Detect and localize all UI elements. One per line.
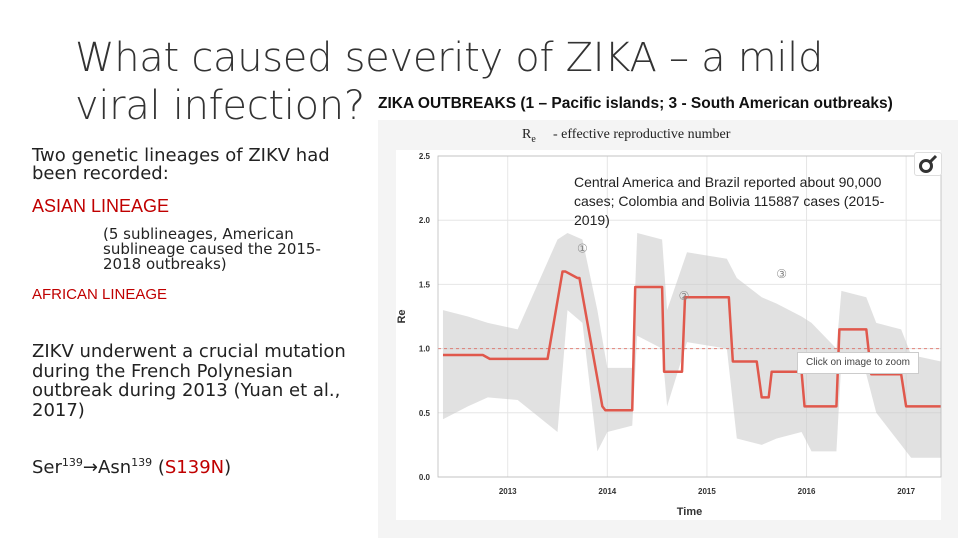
re-series-line bbox=[442, 270, 941, 412]
y-tick-label: 1.0 bbox=[419, 345, 431, 354]
y-tick-label: 2.5 bbox=[419, 152, 431, 161]
x-tick-label: 2017 bbox=[897, 487, 915, 496]
x-tick-label: 2015 bbox=[698, 487, 716, 496]
x-tick-label: 2014 bbox=[598, 487, 616, 496]
sublineage-note: (5 sublineages, American sublineage caus… bbox=[103, 225, 321, 273]
re-symbol-sub: e bbox=[531, 133, 536, 145]
y-tick-label: 1.5 bbox=[419, 280, 431, 289]
african-lineage-label: AFRICAN LINEAGE bbox=[32, 286, 168, 303]
chart-image[interactable]: ① ② ③ 0.0 0.5 1.0 1.5 2.0 2.5 2013 2014 2015 2016 20… bbox=[378, 120, 958, 538]
y-axis-label: Re bbox=[396, 309, 408, 323]
re-symbol-letter: R bbox=[522, 127, 532, 142]
plot-frame bbox=[437, 155, 942, 478]
mutation-from-pos: 139 bbox=[61, 456, 83, 469]
y-tick-label: 0.5 bbox=[419, 409, 431, 418]
mutation-notation: Ser139→Asn139 (S139N) bbox=[32, 456, 232, 478]
x-tick-label: 2013 bbox=[499, 487, 517, 496]
y-tick-label: 2.0 bbox=[419, 216, 431, 225]
asian-lineage-label: ASIAN LINEAGE bbox=[32, 196, 170, 216]
venus-mars-logo-icon[interactable] bbox=[914, 152, 942, 176]
mutation-arrow: → bbox=[82, 457, 98, 478]
x-axis-label: Time bbox=[677, 506, 702, 518]
lineage-intro: Two genetic lineages of ZIKV had been re… bbox=[32, 145, 330, 184]
re-chart[interactable]: ① ② ③ 0.0 0.5 1.0 1.5 2.0 2.5 2013 2014 2015 2016 20… bbox=[378, 120, 958, 538]
mutation-from: Ser bbox=[32, 457, 62, 478]
mutation-code: S139N bbox=[164, 457, 225, 478]
re-description: - effective reproductive number bbox=[553, 127, 731, 142]
case-note: Central America and Brazil reported abou… bbox=[574, 174, 885, 228]
re-symbol: Re bbox=[522, 127, 536, 145]
outbreak-marker: ① bbox=[577, 241, 588, 255]
outbreak-marker: ③ bbox=[776, 267, 787, 281]
mutation-to-pos: 139 bbox=[131, 456, 153, 469]
chart-heading: ZIKA OUTBREAKS (1 – Pacific islands; 3 -… bbox=[378, 95, 893, 112]
zoom-hint[interactable]: Click on image to zoom bbox=[797, 352, 919, 374]
outbreak-marker: ② bbox=[679, 289, 690, 303]
mutation-paragraph: ZIKV underwent a crucial mutation during… bbox=[32, 341, 346, 421]
uncertainty-band bbox=[442, 233, 941, 458]
logo-glyph bbox=[919, 154, 938, 173]
y-tick-label: 0.0 bbox=[419, 473, 431, 482]
x-tick-label: 2016 bbox=[798, 487, 816, 496]
mutation-to: Asn bbox=[98, 457, 132, 478]
slide-title: What caused severity of ZIKA – a mild vi… bbox=[75, 35, 824, 129]
